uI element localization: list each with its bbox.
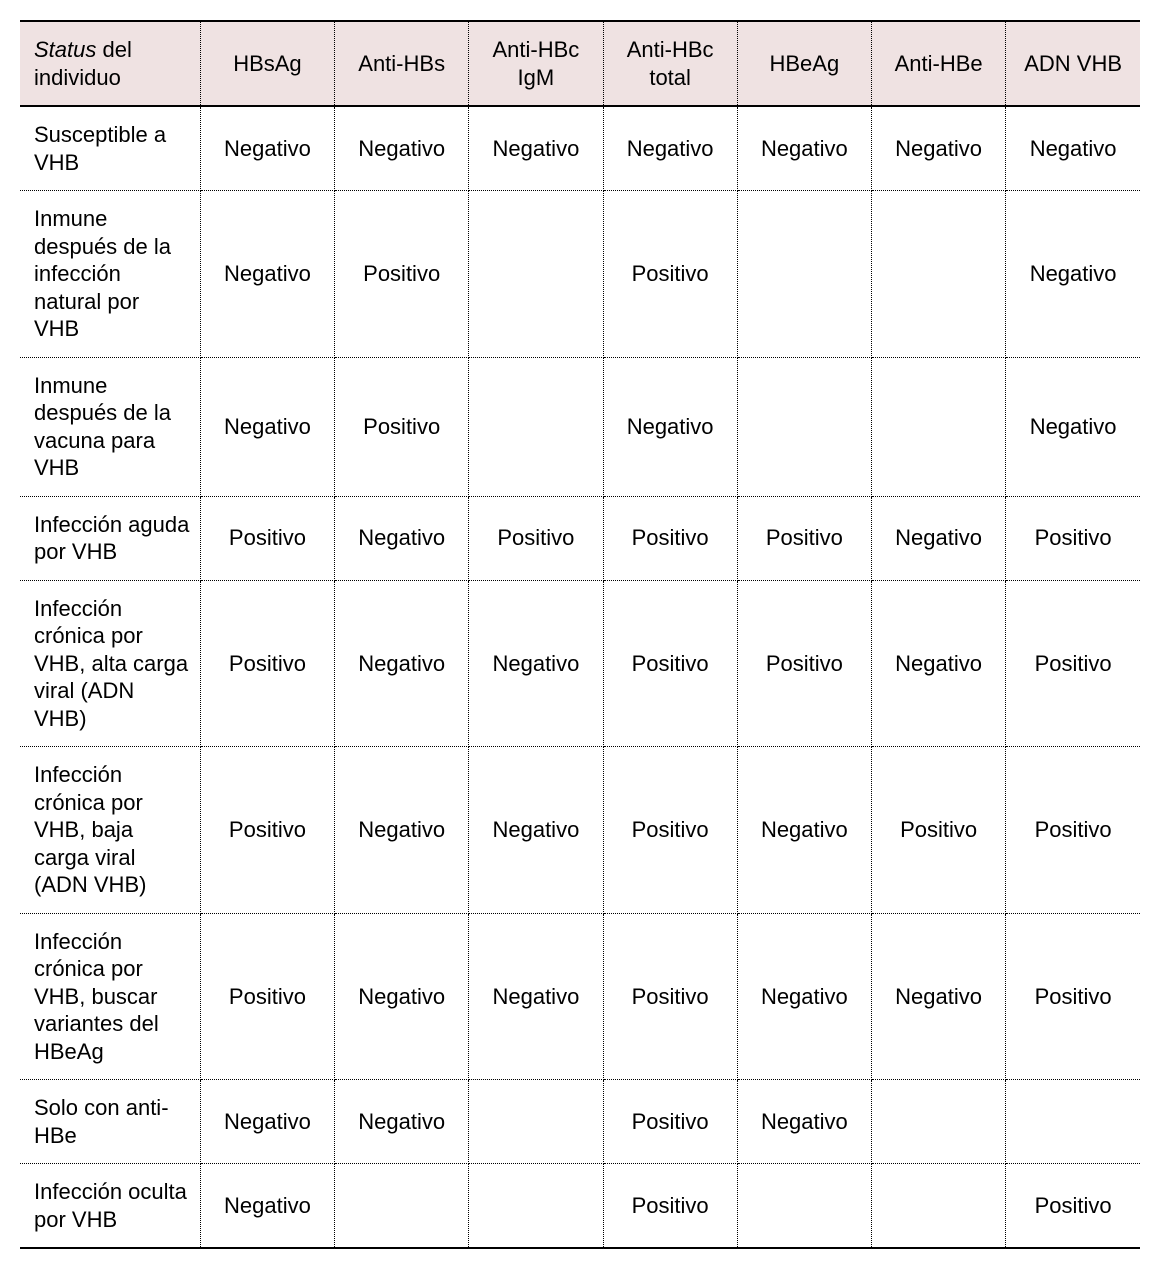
value-cell: Negativo — [200, 357, 334, 496]
value-cell — [871, 357, 1005, 496]
value-cell: Negativo — [737, 913, 871, 1080]
value-cell: Positivo — [603, 1164, 737, 1249]
status-cell: Infección crónica por VHB, alta carga vi… — [20, 580, 200, 747]
table-row: Infección oculta por VHBNegativo Positivo… — [20, 1164, 1140, 1249]
value-cell: Positivo — [469, 496, 603, 580]
value-cell: Positivo — [603, 913, 737, 1080]
value-cell: Negativo — [200, 106, 334, 191]
value-cell: Positivo — [335, 357, 469, 496]
value-cell: Positivo — [603, 1080, 737, 1164]
value-cell — [737, 1164, 871, 1249]
table-row: Infección crónica por VHB, buscar varian… — [20, 913, 1140, 1080]
status-cell: Susceptible a VHB — [20, 106, 200, 191]
value-cell: Negativo — [1006, 357, 1140, 496]
value-cell — [469, 357, 603, 496]
value-cell: Negativo — [871, 496, 1005, 580]
table-body: Susceptible a VHBNegativoNegativoNegativ… — [20, 106, 1140, 1248]
value-cell: Negativo — [469, 913, 603, 1080]
value-cell: Negativo — [871, 580, 1005, 747]
value-cell: Negativo — [469, 747, 603, 914]
value-cell: Negativo — [603, 106, 737, 191]
status-cell: Infección aguda por VHB — [20, 496, 200, 580]
value-cell: Positivo — [1006, 1164, 1140, 1249]
value-cell — [1006, 1080, 1140, 1164]
value-cell: Positivo — [335, 191, 469, 358]
value-cell: Negativo — [335, 106, 469, 191]
table-row: Infección crónica por VHB, baja carga vi… — [20, 747, 1140, 914]
value-cell — [871, 1164, 1005, 1249]
value-cell — [335, 1164, 469, 1249]
value-cell: Positivo — [200, 913, 334, 1080]
value-cell: Positivo — [603, 580, 737, 747]
value-cell — [737, 191, 871, 358]
value-cell: Negativo — [200, 191, 334, 358]
value-cell: Negativo — [737, 106, 871, 191]
value-cell: Positivo — [1006, 913, 1140, 1080]
value-cell: Negativo — [335, 496, 469, 580]
value-cell — [469, 1164, 603, 1249]
table-row: Inmune después de la vacuna para VHBNega… — [20, 357, 1140, 496]
col-header-hbsag: HBsAg — [200, 21, 334, 106]
col-header-anti-hbe: Anti-HBe — [871, 21, 1005, 106]
value-cell: Negativo — [871, 913, 1005, 1080]
value-cell: Negativo — [335, 580, 469, 747]
value-cell: Positivo — [603, 496, 737, 580]
col-header-anti-hbc-igm: Anti-HBc IgM — [469, 21, 603, 106]
value-cell: Negativo — [1006, 106, 1140, 191]
value-cell: Negativo — [469, 580, 603, 747]
value-cell — [871, 191, 1005, 358]
value-cell: Positivo — [200, 580, 334, 747]
value-cell: Negativo — [200, 1080, 334, 1164]
value-cell: Positivo — [1006, 496, 1140, 580]
value-cell: Negativo — [335, 913, 469, 1080]
col-header-adn-vhb: ADN VHB — [1006, 21, 1140, 106]
value-cell: Negativo — [335, 747, 469, 914]
value-cell: Positivo — [737, 496, 871, 580]
value-cell — [469, 1080, 603, 1164]
status-cell: Inmune después de la infección natural p… — [20, 191, 200, 358]
table-row: Susceptible a VHBNegativoNegativoNegativ… — [20, 106, 1140, 191]
value-cell: Positivo — [200, 496, 334, 580]
value-cell: Negativo — [871, 106, 1005, 191]
table-row: Infección aguda por VHBPositivoNegativoP… — [20, 496, 1140, 580]
table-header-row: Status del individuo HBsAg Anti-HBs Anti… — [20, 21, 1140, 106]
table-row: Infección crónica por VHB, alta carga vi… — [20, 580, 1140, 747]
value-cell: Positivo — [1006, 580, 1140, 747]
col-header-anti-hbs: Anti-HBs — [335, 21, 469, 106]
value-cell: Positivo — [200, 747, 334, 914]
value-cell: Negativo — [335, 1080, 469, 1164]
status-cell: Infección crónica por VHB, buscar varian… — [20, 913, 200, 1080]
value-cell: Negativo — [469, 106, 603, 191]
value-cell — [737, 357, 871, 496]
value-cell — [469, 191, 603, 358]
status-cell: Infección oculta por VHB — [20, 1164, 200, 1249]
value-cell: Positivo — [737, 580, 871, 747]
value-cell: Positivo — [603, 747, 737, 914]
value-cell: Positivo — [871, 747, 1005, 914]
value-cell — [871, 1080, 1005, 1164]
status-cell: Infección crónica por VHB, baja carga vi… — [20, 747, 200, 914]
status-cell: Solo con anti-HBe — [20, 1080, 200, 1164]
value-cell: Negativo — [737, 1080, 871, 1164]
value-cell: Positivo — [603, 191, 737, 358]
col-header-status: Status del individuo — [20, 21, 200, 106]
value-cell: Negativo — [1006, 191, 1140, 358]
value-cell: Negativo — [200, 1164, 334, 1249]
col-header-hbeag: HBeAg — [737, 21, 871, 106]
hbv-serology-table: Status del individuo HBsAg Anti-HBs Anti… — [20, 20, 1140, 1249]
table-row: Inmune después de la infección natural p… — [20, 191, 1140, 358]
col-header-anti-hbc-total: Anti-HBc total — [603, 21, 737, 106]
table-row: Solo con anti-HBeNegativoNegativoPositiv… — [20, 1080, 1140, 1164]
status-cell: Inmune después de la vacuna para VHB — [20, 357, 200, 496]
value-cell: Negativo — [737, 747, 871, 914]
value-cell: Negativo — [603, 357, 737, 496]
value-cell: Positivo — [1006, 747, 1140, 914]
